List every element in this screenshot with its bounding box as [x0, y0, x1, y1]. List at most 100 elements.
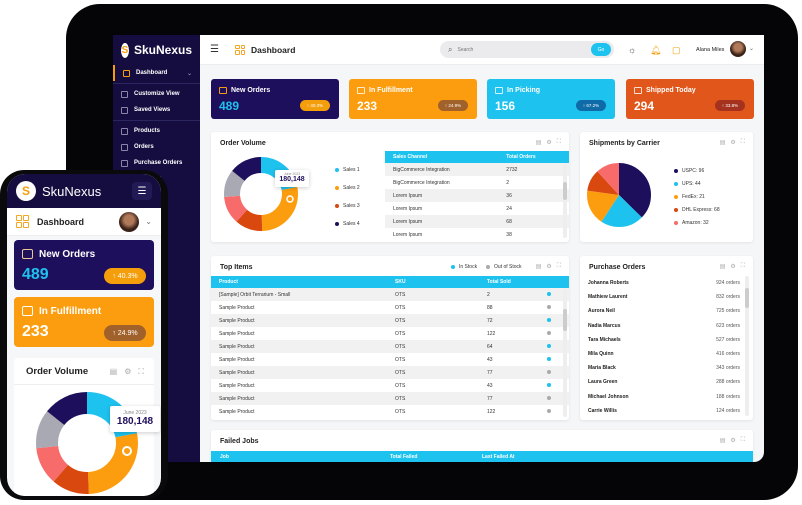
legend-item[interactable]: Sales 4: [335, 221, 360, 227]
mobile-kpi-in-fulfillment[interactable]: In Fulfillment 233 ↑ 24.9%: [14, 297, 154, 347]
user-name[interactable]: Alana Miles: [696, 47, 725, 53]
sidebar-item-purchase-orders[interactable]: Purchase Orders: [113, 155, 200, 171]
theme-icon[interactable]: ☼: [628, 45, 637, 55]
calendar-icon[interactable]: ▤: [535, 140, 542, 146]
expand-icon[interactable]: ⛶: [740, 139, 745, 145]
legend-item[interactable]: Amazon: 32: [674, 220, 709, 226]
document-icon: [121, 159, 128, 167]
list-item[interactable]: Mila Quinn 416 orders: [588, 351, 740, 358]
table-row[interactable]: BigCommerce Integration 2: [385, 176, 569, 189]
card-tools: ▤ ⚙ ⛶: [110, 367, 144, 377]
legend-item[interactable]: FedEx: 21: [674, 194, 705, 200]
table-row[interactable]: BigCommerce Integration 2732: [385, 163, 569, 176]
table-row[interactable]: Sample Product OTS 72: [211, 314, 569, 327]
scrollbar[interactable]: [745, 276, 749, 416]
column-header[interactable]: Total Sold: [479, 276, 539, 288]
settings-icon[interactable]: ⚙: [546, 140, 552, 146]
mobile-kpi-new-orders[interactable]: New Orders 489 ↑ 40.3%: [14, 240, 154, 290]
sidebar-item-products[interactable]: Products: [113, 123, 200, 139]
settings-icon[interactable]: ⚙: [730, 140, 736, 146]
table-row[interactable]: Sample Product OTS 122: [211, 327, 569, 340]
column-header[interactable]: SKU: [387, 276, 479, 288]
table-row[interactable]: Sample Product OTS 77: [211, 366, 569, 379]
column-header[interactable]: Last Failed At: [482, 453, 515, 460]
table-row[interactable]: Sample Product OTS 43: [211, 379, 569, 392]
go-button[interactable]: Go: [591, 43, 611, 56]
cell: Lorem Ipsum: [385, 215, 499, 228]
hamburger-menu-icon[interactable]: ☰: [132, 182, 152, 200]
table-row[interactable]: Sample Product OTS 88: [211, 301, 569, 314]
list-item[interactable]: Johanna Roberts 924 orders: [588, 280, 740, 287]
legend-in-stock[interactable]: In Stock: [451, 264, 477, 270]
list-item[interactable]: Tara Michaels 527 orders: [588, 336, 740, 343]
table-row[interactable]: Sample Product OTS 43: [211, 353, 569, 366]
kpi-new-orders[interactable]: New Orders 489 ↑ 40.3%: [211, 79, 339, 119]
avatar[interactable]: [119, 211, 140, 232]
avatar[interactable]: [730, 41, 746, 57]
legend-out-of-stock[interactable]: Out of Stock: [486, 264, 522, 270]
settings-icon[interactable]: ⚙: [546, 264, 552, 270]
column-header[interactable]: Sales Channel: [385, 151, 499, 163]
list-item[interactable]: Aurora Neil 725 orders: [588, 308, 740, 315]
kpi-in-picking[interactable]: In Picking 156 ↑ 67.2%: [487, 79, 615, 119]
calendar-icon[interactable]: ▤: [719, 438, 726, 444]
list-item[interactable]: Nadia Marcus 623 orders: [588, 322, 740, 329]
order-volume-card: Order Volume ▤ ⚙ ⛶ June 2023 180,148 Sales…: [211, 132, 569, 242]
calendar-icon[interactable]: ▤: [719, 140, 726, 146]
list-item[interactable]: Carrie Willis 124 orders: [588, 407, 740, 414]
legend-dot: [335, 168, 339, 172]
list-item[interactable]: Mathiew Laurent 832 orders: [588, 294, 740, 301]
list-item[interactable]: Laura Green 288 orders: [588, 379, 740, 386]
expand-icon[interactable]: ⛶: [740, 263, 745, 269]
column-header[interactable]: Job: [220, 453, 229, 460]
chat-icon[interactable]: ▢: [672, 45, 681, 55]
table-row[interactable]: [Sample] Orbit Terrarium - Small OTS 2: [211, 288, 569, 301]
sidebar-item-dashboard[interactable]: Dashboard ⌄: [113, 65, 200, 81]
kpi-title: Shipped Today: [646, 87, 696, 94]
list-item[interactable]: Maria Black 343 orders: [588, 365, 740, 372]
legend-dot: [451, 265, 455, 269]
hamburger-menu-icon[interactable]: ☰: [210, 44, 219, 55]
kpi-shipped-today[interactable]: Shipped Today 294 ↑ 33.8%: [626, 79, 754, 119]
table-row[interactable]: Sample Product OTS 77: [211, 392, 569, 405]
sidebar-item-customize-view[interactable]: Customize View: [113, 86, 200, 102]
calendar-icon[interactable]: ▤: [719, 264, 726, 270]
table-row[interactable]: Lorem Ipsum 24: [385, 202, 569, 215]
expand-icon[interactable]: ⛶: [740, 437, 745, 443]
table-row[interactable]: Sample Product OTS 64: [211, 340, 569, 353]
legend-item[interactable]: DHL Express: 68: [674, 207, 720, 213]
table-row[interactable]: Sample Product OTS 122: [211, 405, 569, 418]
legend-dot: [335, 186, 339, 190]
brand-logo[interactable]: S SkuNexus: [113, 35, 200, 65]
legend-item[interactable]: Sales 3: [335, 203, 360, 209]
settings-icon[interactable]: ⚙: [730, 438, 736, 444]
expand-icon[interactable]: ⛶: [556, 139, 561, 145]
settings-icon[interactable]: ⚙: [124, 367, 132, 376]
legend-item[interactable]: UPS: 44: [674, 181, 701, 187]
legend-item[interactable]: Sales 1: [335, 167, 360, 173]
sidebar-item-orders[interactable]: Orders: [113, 139, 200, 155]
list-item[interactable]: Michael Johnson 188 orders: [588, 393, 740, 400]
settings-icon[interactable]: ⚙: [730, 264, 736, 270]
calendar-icon[interactable]: ▤: [535, 264, 542, 270]
column-header[interactable]: Total Failed: [390, 453, 418, 460]
kpi-in-fulfillment[interactable]: In Fulfillment 233 ↑ 24.9%: [349, 79, 477, 119]
search-input[interactable]: [457, 46, 578, 53]
scrollbar[interactable]: [563, 164, 567, 238]
table-row[interactable]: Lorem Ipsum 68: [385, 215, 569, 228]
sidebar-item-saved-views[interactable]: Saved Views: [113, 102, 200, 118]
scrollbar[interactable]: [563, 289, 567, 417]
calendar-icon[interactable]: ▤: [109, 367, 118, 376]
chevron-down-icon[interactable]: ⌄: [145, 217, 152, 226]
bell-icon[interactable]: 🔔︎: [650, 45, 662, 55]
legend-item[interactable]: USPC: 96: [674, 168, 704, 174]
column-header[interactable]: Product: [211, 276, 387, 288]
expand-icon[interactable]: ⛶: [556, 263, 561, 269]
table-row[interactable]: Lorem Ipsum 38: [385, 228, 569, 241]
chevron-down-icon[interactable]: ⌄: [749, 46, 755, 52]
expand-icon[interactable]: ⛶: [138, 367, 144, 376]
column-header[interactable]: Total Orders: [498, 151, 569, 163]
table-row[interactable]: Lorem Ipsum 36: [385, 189, 569, 202]
kpi-title: New Orders: [39, 249, 96, 260]
legend-item[interactable]: Sales 2: [335, 185, 360, 191]
